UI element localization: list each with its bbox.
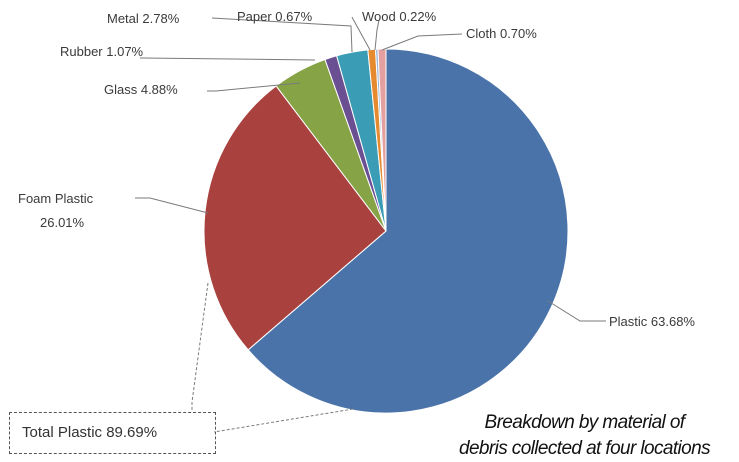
leader-line-3 <box>140 58 315 60</box>
label-glass: Glass 4.88% <box>104 82 178 97</box>
label-wood: Wood 0.22% <box>362 9 437 24</box>
total-plastic-label: Total Plastic 89.69% <box>22 424 157 441</box>
caption-line-1: Breakdown by material of <box>430 410 739 436</box>
leader-line-9 <box>214 409 353 432</box>
leader-line-6 <box>375 20 379 50</box>
label-metal: Metal 2.78% <box>107 11 180 26</box>
leader-line-0 <box>548 301 606 321</box>
label-rubber: Rubber 1.07% <box>60 44 144 59</box>
label-foam-plastic-value: 26.01% <box>40 215 85 230</box>
caption-line-2: debris collected at four locations <box>430 436 739 462</box>
chart-caption: Breakdown by material of debris collecte… <box>430 410 739 462</box>
leader-line-7 <box>382 34 462 50</box>
leader-line-8 <box>192 283 208 412</box>
label-foam-plastic-name: Foam Plastic <box>18 191 94 206</box>
label-plastic: Plastic 63.68% <box>609 314 695 329</box>
leader-line-1 <box>135 198 208 213</box>
pie-slices <box>204 49 568 413</box>
label-cloth: Cloth 0.70% <box>466 26 537 41</box>
label-paper: Paper 0.67% <box>237 9 313 24</box>
